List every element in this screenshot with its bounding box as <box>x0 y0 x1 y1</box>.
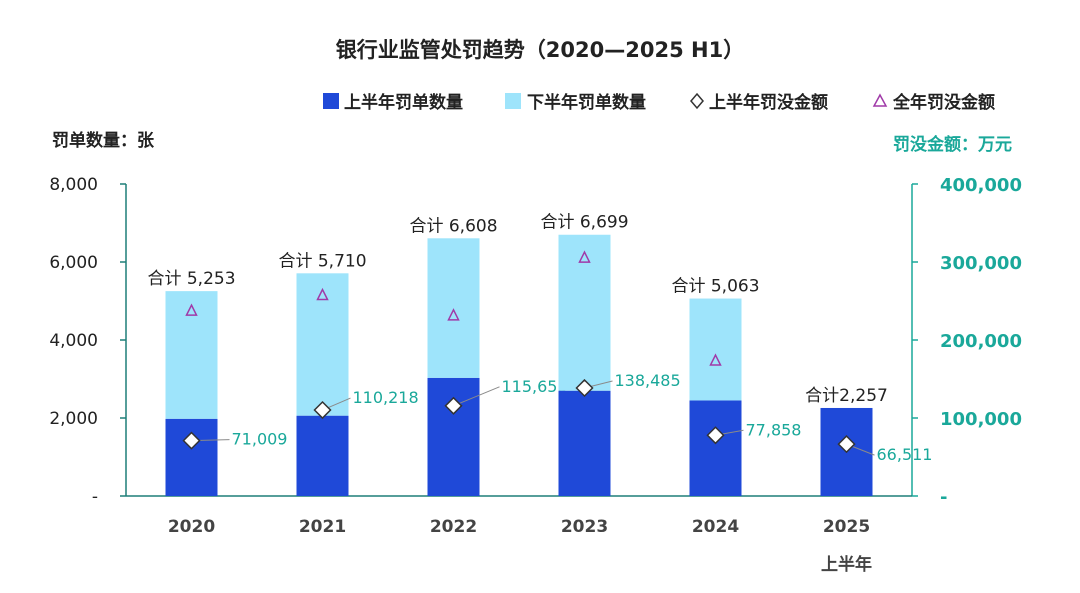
y-left-tick-label: 2,000 <box>49 409 98 429</box>
legend-h1-label: 上半年罚单数量 <box>344 92 463 113</box>
y-right-axis-title: 罚没金额：万元 <box>893 134 1012 155</box>
y-right-tick-label: 400,000 <box>940 175 1022 196</box>
x-tick-label-2024: 2024 <box>692 517 739 537</box>
y-right-tick-label: - <box>940 487 947 508</box>
bar-h1-2022 <box>427 377 480 496</box>
legend-triangle-label: 全年罚没金额 <box>892 92 995 113</box>
amount-label-2023: 138,485 <box>615 371 681 390</box>
triangle-marker-2021 <box>316 287 329 301</box>
amount-leader-2022 <box>453 386 500 407</box>
amount-label-2020: 71,009 <box>232 430 288 449</box>
diamond-marker-2021 <box>313 400 332 420</box>
bar-h2-2024 <box>689 298 742 401</box>
total-label-2024: 合计 5,063 <box>671 277 759 297</box>
triangle-marker-2024 <box>709 353 722 366</box>
legend-triangle-icon <box>872 93 888 107</box>
bar-h2-2022 <box>427 238 480 378</box>
total-label-2022: 合计 6,608 <box>409 216 497 236</box>
total-label-2021: 合计 5,710 <box>278 251 366 271</box>
diamond-marker-2023 <box>575 378 594 398</box>
diamond-marker-2024 <box>706 426 725 445</box>
legend-h2-label: 下半年罚单数量 <box>527 92 646 113</box>
x-tick-label-2020: 2020 <box>168 517 215 537</box>
y-left-tick-label: 8,000 <box>49 175 98 195</box>
legend-diamond-icon <box>690 92 704 110</box>
bar-h1-2024 <box>689 400 742 496</box>
x-tick-sublabel-2025: 上半年 <box>821 554 872 575</box>
legend: 上半年罚单数量 下半年罚单数量 上半年罚没金额 全年罚没金额 <box>323 92 995 113</box>
bar-h1-2023 <box>558 390 611 496</box>
total-label-2023: 合计 6,699 <box>540 213 628 233</box>
bar-h2-2021 <box>296 273 349 416</box>
amount-label-2022: 115,655 <box>502 377 568 396</box>
total-label-2025: 合计2,257 <box>805 386 888 406</box>
amount-label-2024: 77,858 <box>746 420 802 439</box>
y-left-tick-label: 6,000 <box>49 253 98 273</box>
triangle-marker-2022 <box>447 308 460 321</box>
legend-h1-swatch <box>323 93 339 109</box>
y-left-tick-label: 4,000 <box>49 331 98 351</box>
x-tick-label-2023: 2023 <box>561 517 608 537</box>
diamond-marker-2025 <box>837 435 856 454</box>
amount-label-2025: 66,511 <box>877 445 933 464</box>
x-tick-label-2025: 2025 <box>823 517 870 537</box>
total-label-2020: 合计 5,253 <box>147 269 235 289</box>
y-right-tick-label: 300,000 <box>940 253 1022 274</box>
y-right-tick-label: 200,000 <box>940 331 1022 352</box>
amount-label-2021: 110,218 <box>353 388 419 407</box>
diamond-marker-2020 <box>182 431 201 450</box>
y-left-tick-label: - <box>92 487 98 507</box>
y-right-tick-label: 100,000 <box>940 409 1022 430</box>
triangle-marker-2023 <box>578 250 591 263</box>
legend-diamond-label: 上半年罚没金额 <box>709 92 828 113</box>
plot-area: - 2,000 4,000 6,000 8,000 - 100,000 200,000 300,… <box>49 175 1022 575</box>
y-left-axis-title: 罚单数量：张 <box>52 130 155 151</box>
legend-h2-swatch <box>505 93 521 109</box>
diamond-marker-2022 <box>444 396 463 415</box>
chart-title: 银行业监管处罚趋势（2020—2025 H1） <box>336 38 744 62</box>
bar-h2-2023 <box>558 234 611 391</box>
bar-h1-2020 <box>165 418 218 496</box>
triangle-marker-2020 <box>185 303 198 316</box>
bar-h1-2021 <box>296 415 349 496</box>
x-tick-label-2021: 2021 <box>299 517 346 537</box>
bar-h2-2020 <box>165 291 218 419</box>
x-tick-label-2022: 2022 <box>430 517 477 537</box>
